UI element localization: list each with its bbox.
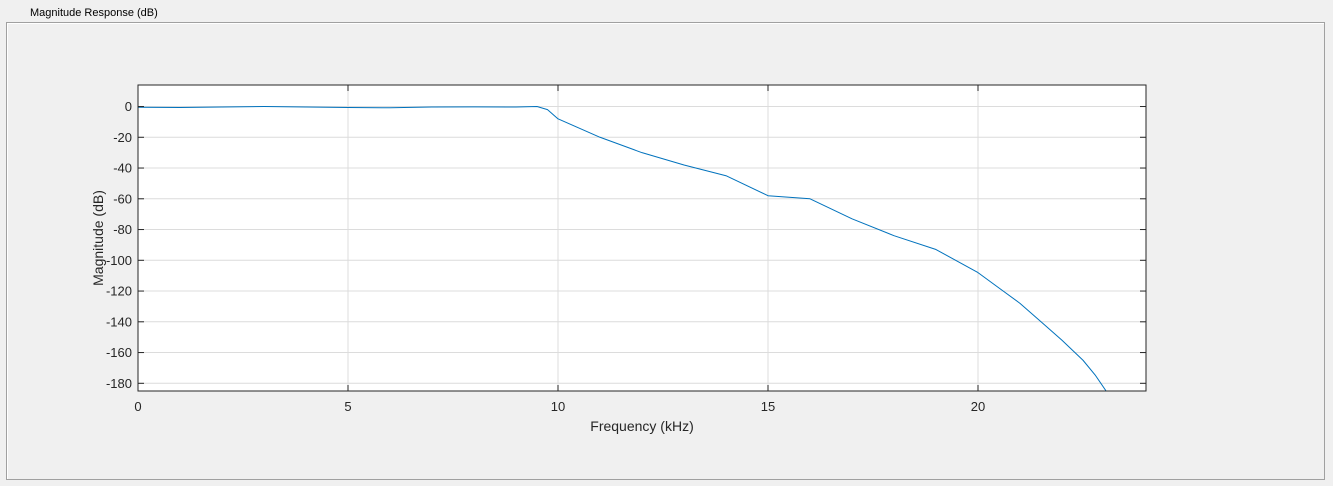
y-tick-label: -60 bbox=[113, 191, 132, 206]
y-tick-label: -40 bbox=[113, 161, 132, 176]
plot-area bbox=[138, 85, 1146, 391]
y-axis-label: Magnitude (dB) bbox=[90, 190, 106, 286]
y-tick-label: -20 bbox=[113, 130, 132, 145]
magnitude-response-panel bbox=[6, 22, 1325, 480]
x-tick-label: 0 bbox=[134, 399, 141, 414]
y-tick-label: -140 bbox=[106, 314, 132, 329]
x-tick-label: 15 bbox=[761, 399, 775, 414]
x-tick-label: 10 bbox=[551, 399, 565, 414]
series-line bbox=[138, 106, 1107, 391]
x-tick-label: 20 bbox=[971, 399, 985, 414]
y-tick-label: -80 bbox=[113, 222, 132, 237]
x-tick-label: 5 bbox=[344, 399, 351, 414]
y-tick-label: -120 bbox=[106, 284, 132, 299]
y-tick-label: -180 bbox=[106, 376, 132, 391]
y-tick-label: 0 bbox=[125, 99, 132, 114]
x-axis-label: Frequency (kHz) bbox=[590, 418, 693, 434]
y-tick-label: -100 bbox=[106, 253, 132, 268]
y-tick-label: -160 bbox=[106, 345, 132, 360]
axes-box bbox=[137, 84, 1147, 392]
panel-title: Magnitude Response (dB) bbox=[27, 6, 161, 20]
